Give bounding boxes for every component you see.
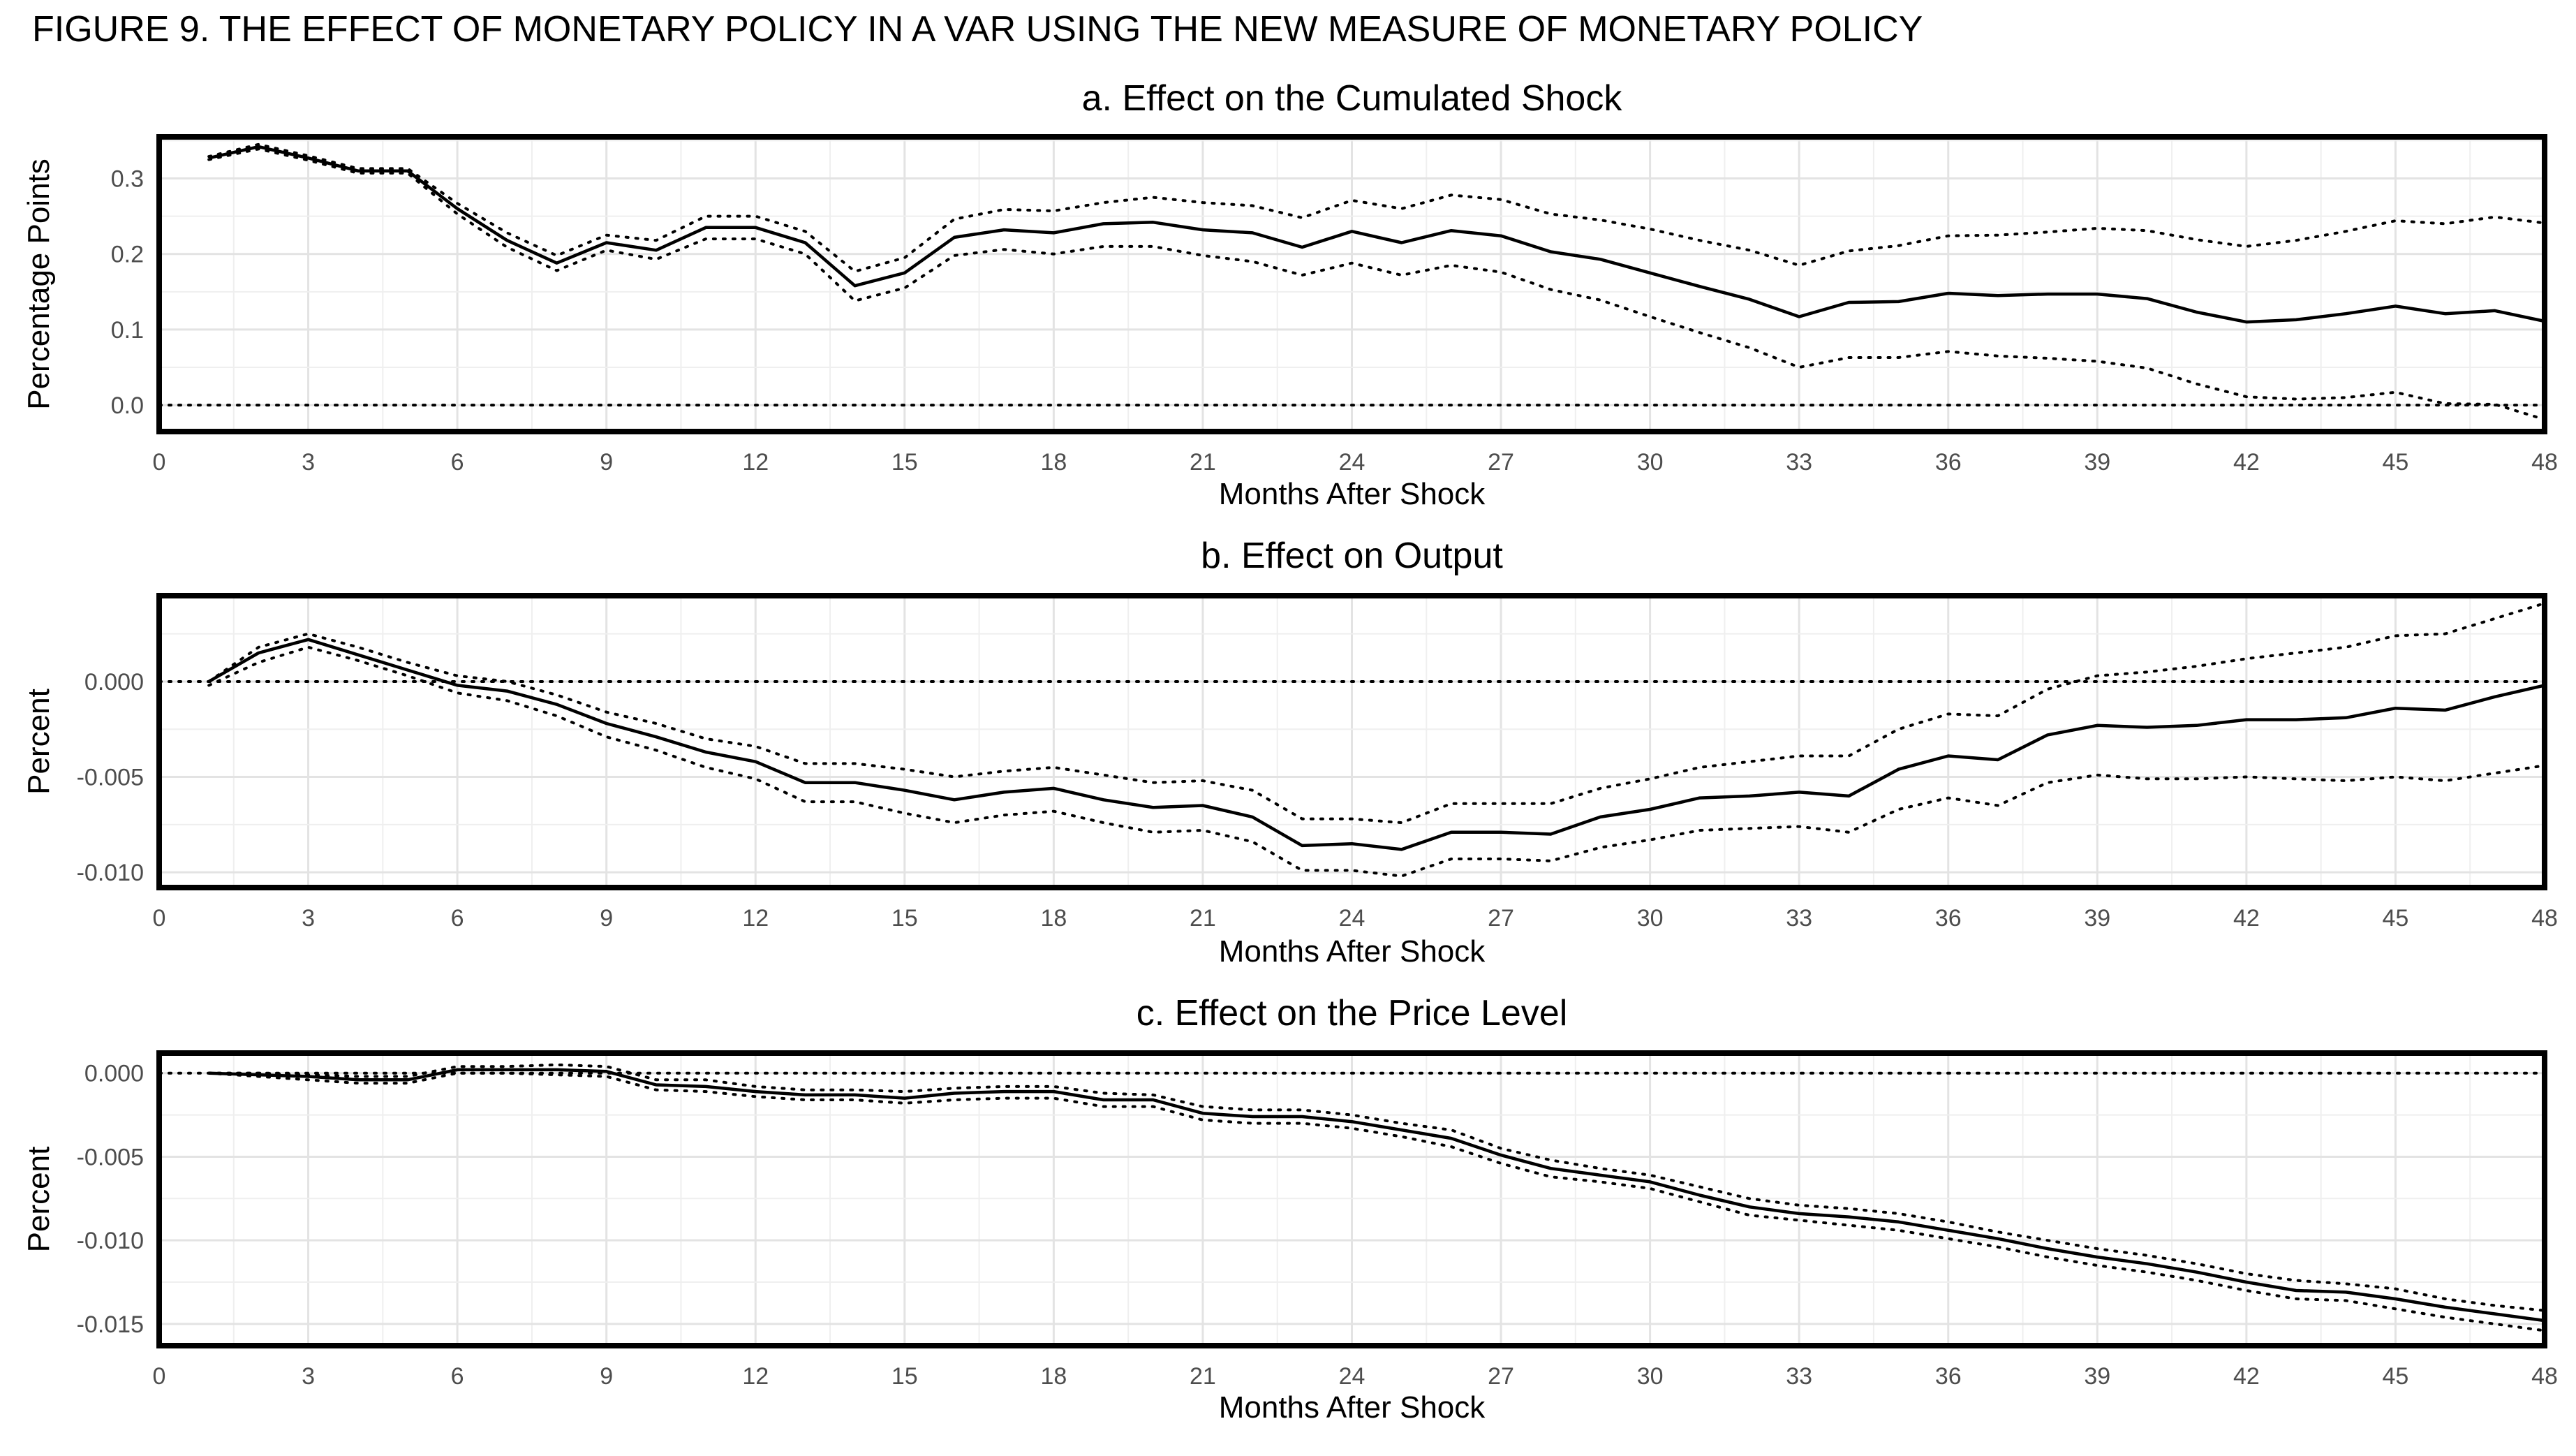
x-tick-label: 15 [891,449,918,476]
confidence-band-line-1 [207,601,2546,825]
chart-title: a. Effect on the Cumulated Shock [1082,78,1623,119]
x-tick-label: 45 [2383,449,2409,476]
y-tick-label: -0.015 [77,1311,144,1338]
x-tick-label: 21 [1190,1363,1216,1390]
x-tick-label: 0 [153,1363,166,1390]
chart-title: b. Effect on Output [1201,536,1503,576]
figure-title: FIGURE 9. THE EFFECT OF MONETARY POLICY … [32,9,1923,50]
x-tick-label: 9 [600,1363,613,1390]
x-tick-label: 30 [1637,905,1664,932]
x-axis-label: Months After Shock [1219,934,1486,969]
x-tick-label: 24 [1339,1363,1365,1390]
x-tick-label: 30 [1637,1363,1664,1390]
x-tick-label: 9 [600,905,613,932]
x-tick-label: 12 [742,1363,769,1390]
x-tick-label: 0 [153,449,166,476]
confidence-band-line-2 [207,1071,2546,1332]
y-tick-label: -0.005 [77,1144,144,1170]
x-tick-label: 18 [1040,1363,1067,1390]
x-tick-label: 42 [2233,1363,2260,1390]
x-tick-label: 39 [2084,449,2110,476]
y-tick-label: 0.1 [111,317,144,344]
impulse-response-line [208,638,2545,851]
plot-frame [156,593,2547,890]
x-tick-label: 39 [2084,905,2110,932]
plot-frame [156,1050,2547,1348]
y-tick-label: 0.3 [111,166,144,193]
impulse-response-line [208,145,2545,324]
x-tick-label: 48 [2531,449,2558,476]
x-tick-label: 27 [1488,449,1514,476]
x-tick-label: 18 [1040,905,1067,932]
x-tick-label: 6 [451,905,464,932]
x-tick-label: 15 [891,905,918,932]
x-tick-label: 27 [1488,905,1514,932]
x-tick-label: 36 [1935,449,1962,476]
x-tick-label: 12 [742,905,769,932]
x-tick-label: 36 [1935,1363,1962,1390]
x-tick-label: 3 [302,905,315,932]
x-tick-label: 42 [2233,905,2260,932]
x-tick-label: 45 [2383,905,2409,932]
x-tick-label: 42 [2233,449,2260,476]
y-axis-label: Percent [22,1147,56,1253]
x-tick-label: 48 [2531,905,2558,932]
chart-title: c. Effect on the Price Level [1137,993,1568,1034]
x-tick-label: 33 [1786,905,1812,932]
x-tick-label: 9 [600,449,613,476]
y-tick-label: -0.010 [77,860,144,886]
x-tick-label: 18 [1040,449,1067,476]
y-tick-label: 0.2 [111,242,144,268]
x-tick-label: 48 [2531,1363,2558,1390]
confidence-band-line-2 [207,645,2546,878]
y-tick-label: 0.000 [84,669,144,696]
x-tick-label: 33 [1786,449,1812,476]
x-tick-label: 36 [1935,905,1962,932]
y-tick-label: -0.005 [77,765,144,791]
x-tick-label: 3 [302,1363,315,1390]
x-tick-label: 0 [153,905,166,932]
x-tick-label: 45 [2383,1363,2409,1390]
x-axis-label: Months After Shock [1219,1390,1486,1425]
confidence-band-line-1 [207,142,2546,273]
x-tick-label: 6 [451,1363,464,1390]
x-tick-label: 24 [1339,905,1365,932]
y-tick-label: 0.0 [111,392,144,419]
y-axis-label: Percent [22,689,56,795]
x-tick-label: 33 [1786,1363,1812,1390]
y-axis-label: Percentage Points [22,159,56,410]
y-tick-label: -0.010 [77,1228,144,1254]
x-tick-label: 21 [1190,449,1216,476]
x-tick-label: 30 [1637,449,1664,476]
impulse-response-line [209,1068,2545,1323]
x-tick-label: 24 [1339,449,1365,476]
x-tick-label: 39 [2084,1363,2110,1390]
x-tick-label: 6 [451,449,464,476]
confidence-band-line-1 [207,1063,2546,1312]
y-tick-label: 0.000 [84,1061,144,1087]
x-tick-label: 3 [302,449,315,476]
plot-frame [156,134,2547,434]
x-tick-label: 21 [1190,905,1216,932]
x-tick-label: 12 [742,449,769,476]
x-tick-label: 15 [891,1363,918,1390]
x-axis-label: Months After Shock [1219,477,1486,511]
x-tick-label: 27 [1488,1363,1514,1390]
